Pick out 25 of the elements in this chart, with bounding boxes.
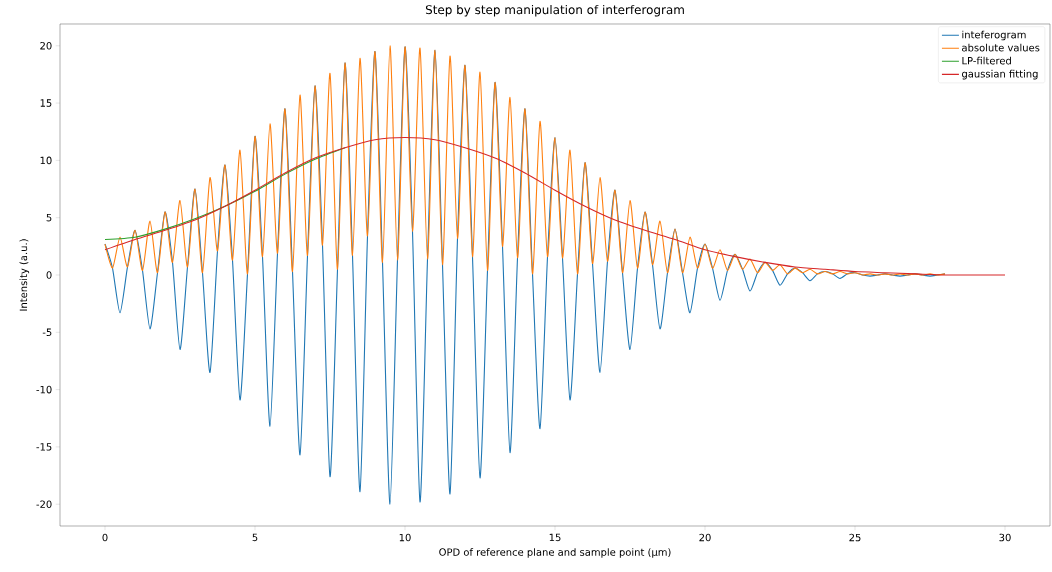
y-tick-label: 5 [46, 213, 52, 222]
x-tick-label: 10 [399, 533, 411, 542]
y-tick-label: 10 [40, 156, 52, 165]
chart-title: Step by step manipulation of interferogram [425, 4, 684, 17]
line-series [104, 45, 946, 276]
legend-label: LP-filtered [962, 56, 1011, 65]
y-tick-label: 15 [40, 99, 52, 107]
y-tick-label: -5 [42, 328, 52, 336]
y-tick-label: -15 [36, 443, 52, 451]
x-tick-label: 20 [699, 533, 711, 542]
x-tick-label: 0 [102, 533, 108, 542]
y-tick-label: 0 [46, 271, 52, 279]
line-series [104, 136, 1006, 276]
x-tick-label: 25 [849, 533, 861, 542]
y-tick-label: -10 [36, 385, 52, 394]
x-tick-label: 15 [549, 533, 561, 542]
y-axis-title: Intensity (a.u.) [19, 239, 30, 311]
x-axis-title: OPD of reference plane and sample point (μm) [439, 548, 671, 558]
legend-label: inteferogram [962, 30, 1026, 41]
y-tick-label: 20 [40, 41, 52, 50]
legend-label: gaussian fitting [962, 69, 1038, 80]
x-tick-label: 5 [252, 533, 258, 542]
y-tick-label: -20 [36, 500, 52, 508]
legend-label: absolute values [962, 43, 1040, 52]
x-tick-label: 30 [999, 533, 1011, 542]
